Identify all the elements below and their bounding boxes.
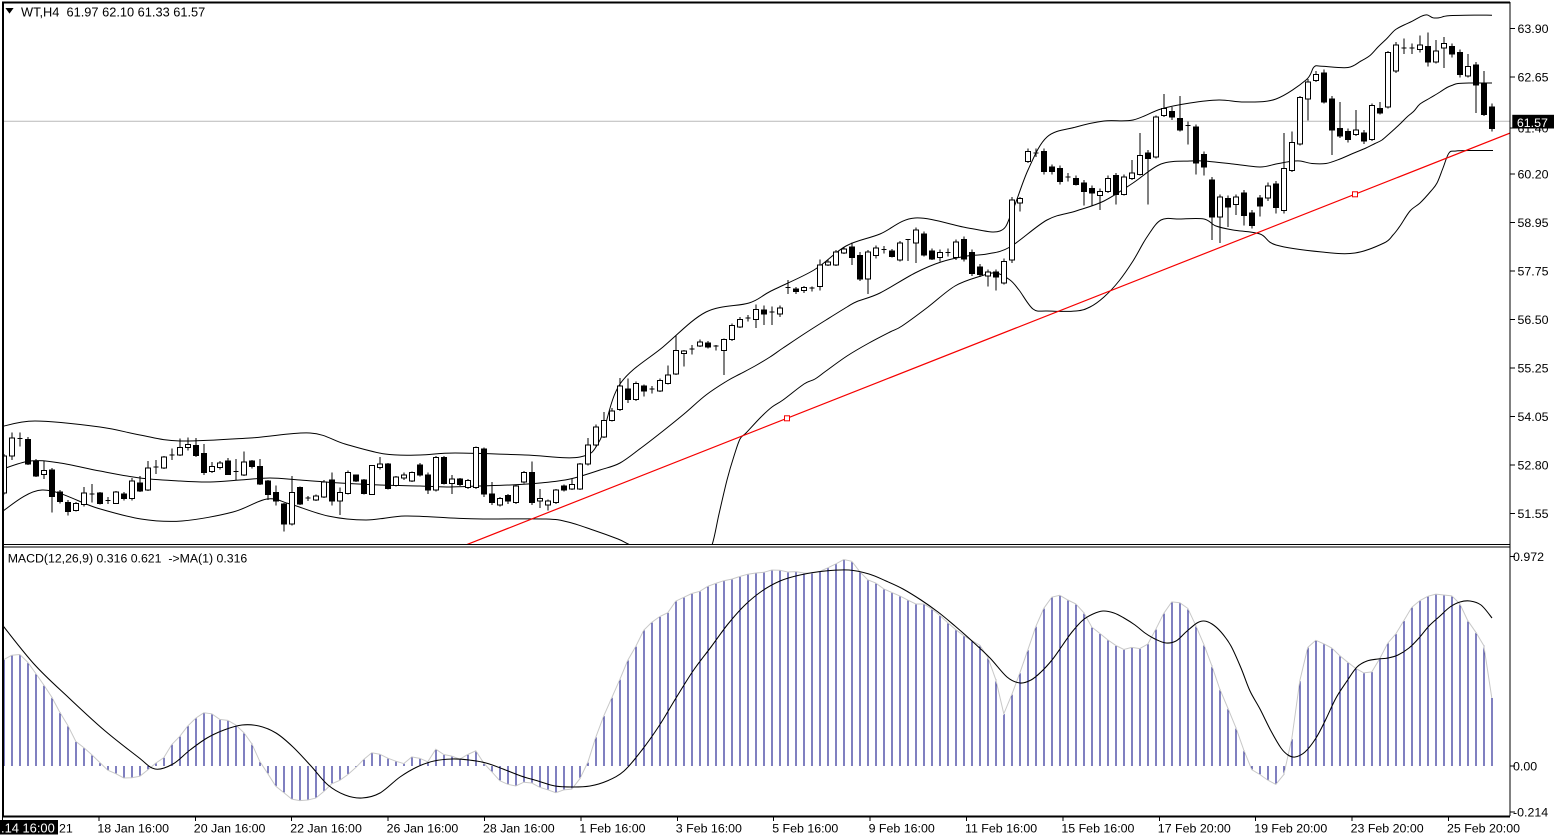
svg-text:5 Feb 16:00: 5 Feb 16:00 [772, 821, 838, 835]
svg-text:22 Jan 16:00: 22 Jan 16:00 [290, 821, 362, 835]
svg-text:1 Feb 16:00: 1 Feb 16:00 [579, 821, 645, 835]
svg-text:58.95: 58.95 [1518, 216, 1549, 230]
svg-text:25 Feb 20:00: 25 Feb 20:00 [1447, 821, 1520, 835]
svg-text:11 Feb 16:00: 11 Feb 16:00 [965, 821, 1037, 835]
svg-text:WT,H4 61.97 62.10 61.33 61.57: WT,H4 61.97 62.10 61.33 61.57 [21, 5, 205, 20]
svg-text:0.972: 0.972 [1513, 550, 1544, 564]
svg-text:51.55: 51.55 [1518, 507, 1549, 521]
svg-text:15 Feb 16:00: 15 Feb 16:00 [1061, 821, 1134, 835]
svg-text:23 Feb 20:00: 23 Feb 20:00 [1351, 821, 1424, 835]
svg-text:-0.214: -0.214 [1513, 806, 1548, 820]
svg-text:.14 16:00: .14 16:00 [1, 820, 55, 835]
svg-text:28 Jan 16:00: 28 Jan 16:00 [483, 821, 555, 835]
svg-text:0.00: 0.00 [1513, 760, 1537, 774]
svg-text:17 Feb 20:00: 17 Feb 20:00 [1158, 821, 1231, 835]
svg-text:19 Feb 20:00: 19 Feb 20:00 [1254, 821, 1327, 835]
svg-text:26 Jan 16:00: 26 Jan 16:00 [387, 821, 459, 835]
svg-text:MACD(12,26,9) 0.316 0.621 ->M: MACD(12,26,9) 0.316 0.621 ->MA(1) 0.316 [8, 552, 248, 566]
svg-text:56.50: 56.50 [1518, 313, 1549, 327]
svg-text:60.20: 60.20 [1518, 168, 1549, 182]
svg-text:52.80: 52.80 [1518, 459, 1549, 473]
svg-text:61.57: 61.57 [1517, 116, 1548, 130]
svg-text:63.90: 63.90 [1518, 22, 1549, 36]
svg-text:18 Jan 16:00: 18 Jan 16:00 [97, 821, 169, 835]
svg-text:9 Feb 16:00: 9 Feb 16:00 [869, 821, 935, 835]
svg-text:3 Feb 16:00: 3 Feb 16:00 [676, 821, 742, 835]
svg-text:62.65: 62.65 [1518, 71, 1549, 85]
svg-text:55.25: 55.25 [1518, 362, 1549, 376]
svg-text:54.05: 54.05 [1518, 410, 1549, 424]
svg-text:57.75: 57.75 [1518, 265, 1549, 279]
svg-text:20 Jan 16:00: 20 Jan 16:00 [194, 821, 266, 835]
svg-text:21: 21 [59, 821, 73, 835]
